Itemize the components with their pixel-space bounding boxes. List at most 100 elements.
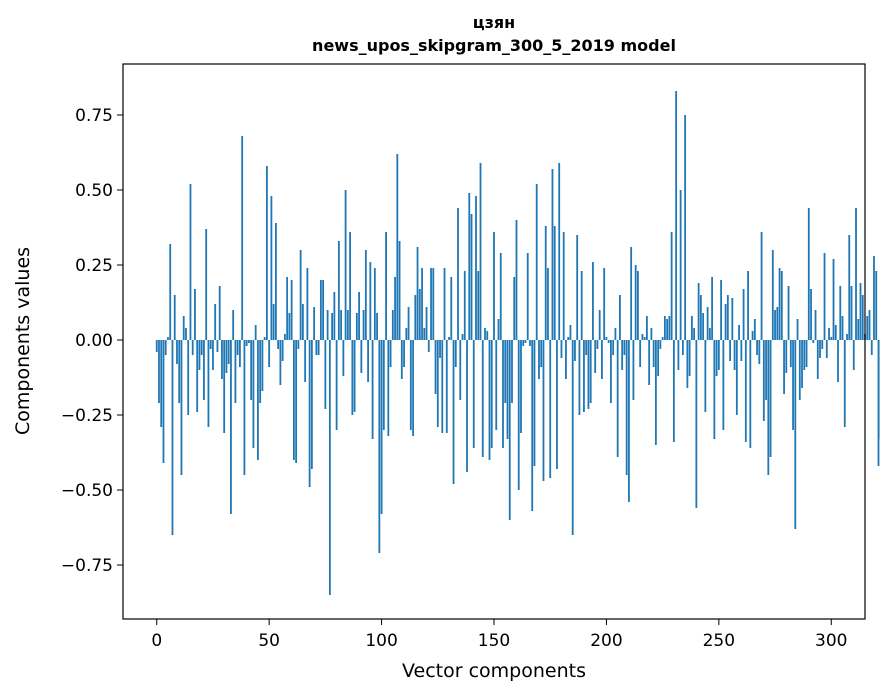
bar [158, 340, 160, 403]
bar [506, 340, 509, 439]
y-tick-label: 0.00 [75, 331, 113, 351]
x-tick-label: 0 [151, 631, 162, 651]
bar [652, 340, 655, 367]
bar [371, 340, 374, 439]
bar [324, 340, 327, 409]
bar [427, 340, 430, 352]
bar [216, 340, 219, 352]
bar [430, 268, 432, 340]
bar [749, 340, 752, 448]
bar [574, 340, 576, 361]
bar [522, 340, 525, 346]
bar [432, 268, 435, 340]
bar [182, 316, 185, 340]
bar [605, 337, 608, 340]
bar [266, 166, 268, 340]
bar [400, 340, 403, 379]
bar [776, 307, 779, 340]
bar [319, 280, 322, 340]
bar [619, 295, 621, 340]
bar [261, 340, 264, 391]
bar [178, 340, 181, 403]
bar [596, 340, 599, 349]
bar [250, 340, 253, 400]
bar [448, 337, 450, 340]
bar [794, 340, 797, 529]
bar [769, 340, 772, 457]
bar [218, 286, 221, 340]
bar [513, 277, 516, 340]
bar [450, 277, 453, 340]
bar [308, 340, 311, 487]
bar [337, 241, 340, 340]
bar [713, 340, 716, 439]
bar [488, 340, 491, 460]
bar [780, 271, 783, 340]
y-axis-ticks: −0.75 −0.50 −0.25 0.00 0.25 0.50 0.75 [61, 106, 123, 576]
bar [549, 340, 552, 478]
bar [612, 340, 615, 355]
bar [461, 334, 464, 340]
bar [798, 340, 801, 400]
bar [562, 232, 565, 340]
bar [675, 91, 678, 340]
bar [877, 340, 880, 466]
bar [628, 340, 630, 502]
bar [580, 271, 583, 340]
bar [304, 340, 307, 382]
bar [477, 271, 480, 340]
bar [592, 262, 594, 340]
bar [711, 277, 713, 340]
bar [650, 328, 653, 340]
bar [297, 340, 300, 349]
bar [387, 340, 390, 436]
bar [277, 340, 280, 349]
bar [517, 340, 520, 490]
bar [771, 250, 774, 340]
bar [295, 340, 298, 463]
bar [814, 310, 817, 340]
bar [697, 283, 700, 340]
bar [704, 340, 707, 412]
bar [194, 289, 196, 340]
bar [214, 304, 217, 340]
bar [441, 340, 444, 433]
bar [607, 340, 610, 343]
y-tick-label: −0.50 [61, 481, 113, 501]
bar [162, 340, 165, 463]
bar [475, 196, 477, 340]
bar [191, 340, 194, 355]
bar [706, 307, 709, 340]
bar [495, 340, 498, 430]
bar [821, 340, 824, 349]
bar [684, 115, 687, 340]
x-tick-label: 300 [815, 631, 847, 651]
bar [407, 307, 410, 340]
y-tick-label: 0.75 [75, 106, 113, 126]
bar [227, 340, 230, 364]
bar [236, 340, 239, 355]
bar [553, 226, 556, 340]
bar [857, 319, 860, 340]
bar [484, 328, 486, 340]
bar [209, 340, 212, 349]
x-tick-label: 150 [478, 631, 510, 651]
bar [322, 280, 325, 340]
bar [832, 259, 835, 340]
y-tick-label: 0.50 [75, 181, 113, 201]
bar [646, 316, 648, 340]
x-tick-label: 200 [590, 631, 622, 651]
bar [373, 268, 376, 340]
bar [828, 328, 830, 340]
bar [160, 340, 163, 427]
bar [567, 337, 570, 340]
bar [765, 340, 767, 400]
bar [272, 304, 275, 340]
bar [268, 340, 271, 367]
y-tick-label: −0.75 [61, 556, 113, 576]
bar [825, 340, 828, 358]
bar [670, 232, 673, 340]
bar [248, 340, 250, 343]
bar [344, 190, 347, 340]
bar [666, 319, 669, 340]
